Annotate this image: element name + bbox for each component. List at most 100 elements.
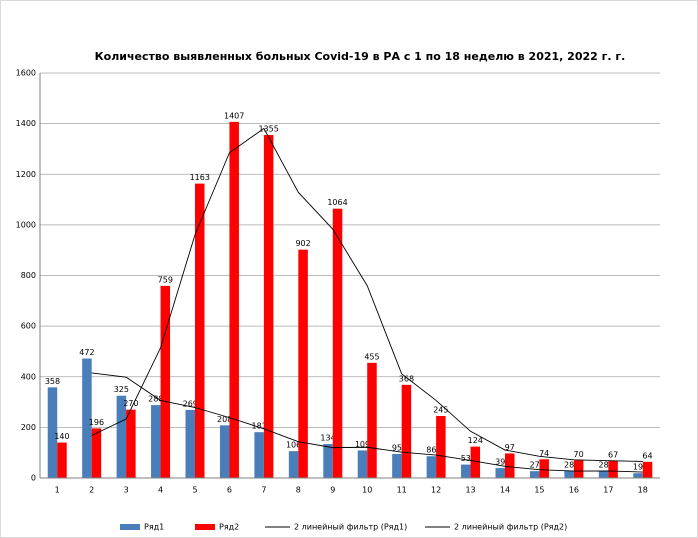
data-label: 455 bbox=[364, 352, 379, 361]
bar bbox=[633, 473, 643, 478]
x-tick-label: 1 bbox=[55, 486, 60, 495]
bar bbox=[608, 461, 618, 478]
data-label: 134 bbox=[320, 434, 335, 443]
data-label: 140 bbox=[54, 432, 69, 441]
data-label: 74 bbox=[539, 449, 549, 458]
bar bbox=[229, 121, 239, 479]
bar bbox=[195, 183, 205, 478]
data-label: 1355 bbox=[258, 125, 278, 134]
bar bbox=[91, 428, 102, 478]
data-label: 472 bbox=[79, 348, 94, 357]
legend-label: Ряд1 bbox=[144, 523, 164, 532]
data-label: 288 bbox=[148, 395, 163, 404]
bar bbox=[298, 249, 308, 478]
bar bbox=[263, 135, 274, 478]
chart-title: Количество выявленных больных Covid-19 в… bbox=[95, 50, 626, 63]
x-tick-label: 5 bbox=[192, 486, 197, 495]
bar bbox=[401, 384, 412, 478]
x-tick-label: 13 bbox=[465, 486, 475, 495]
x-tick-label: 16 bbox=[569, 486, 579, 495]
x-tick-label: 8 bbox=[296, 486, 301, 495]
x-tick-label: 17 bbox=[603, 486, 613, 495]
bar bbox=[573, 460, 584, 478]
y-tick-label: 1000 bbox=[16, 220, 36, 229]
bar bbox=[288, 451, 299, 478]
y-tick-label: 1400 bbox=[16, 119, 36, 128]
data-label: 19 bbox=[633, 463, 643, 472]
bar bbox=[160, 285, 171, 478]
data-label: 28 bbox=[598, 460, 608, 469]
data-label: 269 bbox=[183, 399, 198, 408]
y-tick-label: 200 bbox=[21, 423, 36, 432]
data-label: 759 bbox=[158, 275, 173, 284]
data-label: 1064 bbox=[327, 198, 347, 207]
bar bbox=[254, 432, 264, 478]
trendline bbox=[91, 372, 643, 473]
data-label: 181 bbox=[251, 422, 266, 431]
data-label: 70 bbox=[574, 450, 584, 459]
data-label: 358 bbox=[45, 377, 60, 386]
y-tick-label: 1600 bbox=[16, 69, 36, 78]
x-tick-label: 9 bbox=[330, 486, 335, 495]
trendline bbox=[91, 127, 643, 462]
data-label: 270 bbox=[123, 399, 138, 408]
y-tick-label: 0 bbox=[31, 474, 36, 483]
x-tick-label: 6 bbox=[227, 486, 232, 495]
data-label: 208 bbox=[217, 415, 232, 424]
bar bbox=[495, 468, 505, 478]
x-tick-label: 15 bbox=[534, 486, 544, 495]
y-tick-label: 400 bbox=[21, 372, 36, 381]
x-tick-label: 4 bbox=[158, 486, 163, 495]
x-tick-label: 3 bbox=[124, 486, 129, 495]
x-tick-label: 14 bbox=[500, 486, 510, 495]
data-label: 196 bbox=[89, 418, 104, 427]
bar bbox=[126, 409, 136, 478]
data-label: 124 bbox=[468, 436, 483, 445]
x-tick-label: 12 bbox=[431, 486, 441, 495]
data-label: 95 bbox=[392, 443, 402, 452]
data-label: 64 bbox=[642, 451, 652, 460]
data-label: 325 bbox=[114, 385, 129, 394]
x-tick-label: 2 bbox=[89, 486, 94, 495]
bar bbox=[323, 444, 333, 478]
data-label: 1163 bbox=[190, 173, 210, 182]
y-tick-label: 1200 bbox=[16, 170, 36, 179]
bar bbox=[436, 415, 446, 478]
legend-swatch bbox=[195, 524, 215, 530]
bar bbox=[116, 395, 127, 478]
bar bbox=[598, 470, 609, 478]
bar bbox=[529, 471, 540, 478]
data-label: 106 bbox=[286, 441, 301, 450]
data-label: 39 bbox=[495, 458, 505, 467]
bar bbox=[151, 405, 161, 478]
bar bbox=[426, 456, 437, 478]
bar bbox=[539, 459, 549, 478]
data-label: 27 bbox=[530, 461, 540, 470]
data-label: 53 bbox=[461, 454, 471, 463]
x-tick-label: 18 bbox=[638, 486, 648, 495]
bar bbox=[332, 208, 343, 479]
data-label: 67 bbox=[608, 451, 618, 460]
data-label: 28 bbox=[564, 460, 574, 469]
data-label: 902 bbox=[295, 239, 310, 248]
data-label: 86 bbox=[426, 446, 436, 455]
legend-label: 2 линейный фильтр (Ряд2) bbox=[454, 523, 567, 532]
y-tick-label: 800 bbox=[21, 271, 36, 280]
legend-label: Ряд2 bbox=[219, 523, 239, 532]
bar bbox=[82, 358, 92, 478]
data-label: 109 bbox=[355, 440, 370, 449]
x-tick-label: 10 bbox=[362, 486, 372, 495]
y-tick-label: 600 bbox=[21, 322, 36, 331]
legend-swatch bbox=[120, 524, 140, 530]
bar bbox=[47, 387, 58, 478]
legend-label: 2 линейный фильтр (Ряд1) bbox=[294, 523, 407, 532]
bar bbox=[392, 453, 402, 478]
data-label: 368 bbox=[399, 374, 414, 383]
bar bbox=[57, 442, 67, 478]
data-label: 97 bbox=[505, 443, 515, 452]
bar bbox=[642, 461, 653, 478]
bar bbox=[357, 450, 368, 478]
data-label: 245 bbox=[433, 405, 448, 414]
